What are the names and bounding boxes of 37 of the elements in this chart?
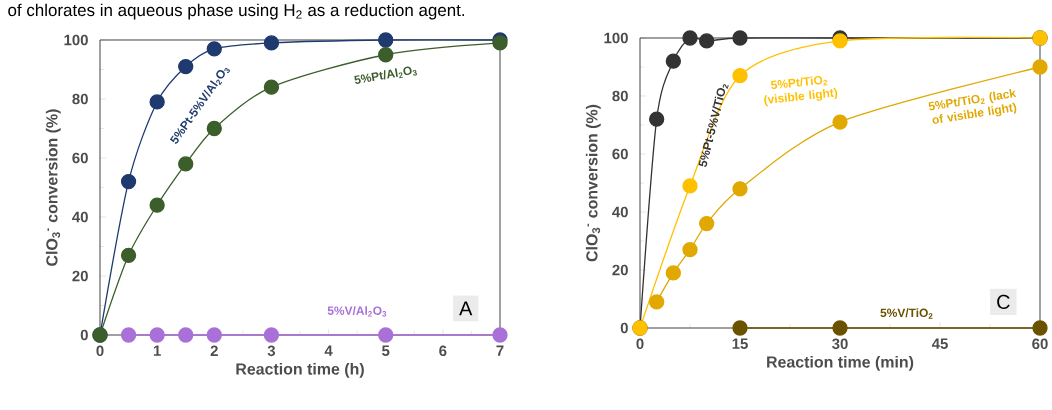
x-tick-label: 45 [931,338,948,349]
y-tick-label: 100 [604,32,628,44]
y-tick-label: 80 [72,93,88,105]
x-tick-label: 0 [96,345,104,357]
y-tick-label: 60 [72,152,88,164]
series-label: 5%V/Al$_{2}$O$_{3}$ [327,306,387,317]
y-axis-title: ClO$_{3}$$^{-}$ conversion (%) [45,109,61,266]
x-tick-label: 15 [732,338,748,349]
y-tick-label: 0 [80,329,88,341]
x-tick-label: 2 [210,345,218,356]
y-tick-label: 40 [612,206,628,218]
x-tick-label: 7 [496,345,504,356]
y-tick-label: 100 [64,34,88,46]
y-tick-label: 0 [620,322,628,334]
y-tick-label: 20 [72,270,88,282]
x-tick-label: 4 [324,345,333,356]
y-tick-label: 60 [612,148,628,160]
y-tick-label: 20 [612,264,628,276]
x-tick-label: 6 [439,345,447,357]
text: of chlorates in aqueous phase using H$_{2}$ as a reduction agent. [8,3,465,20]
series-label: 5%V/TiO$_{2}$ [880,308,933,319]
x-tick-label: 0 [636,338,644,350]
y-tick-label: 80 [612,90,628,102]
text: 5%Pt/TiO$_{2}$ (visible light) [764,75,838,107]
text: 5%Pt/Al$_{2}$O$_{3}$ [354,66,417,84]
x-tick-label: 1 [153,345,161,356]
annotation: C [997,294,1010,309]
x-axis-title: Reaction time (h) [236,362,364,378]
y-axis-title: ClO$_{3}$$^{-}$ conversion (%) [585,104,601,262]
text: 5%Pt/TiO$_{2}$ (lack of visible light) [928,88,1017,124]
x-tick-label: 3 [267,345,276,357]
y-tick-label: 40 [72,211,88,223]
x-tick-label: 5 [382,345,390,356]
x-axis-title: Reaction time (min) [767,355,914,371]
annotation: A [459,301,473,316]
x-tick-label: 60 [1032,338,1048,350]
x-tick-label: 30 [832,338,848,350]
